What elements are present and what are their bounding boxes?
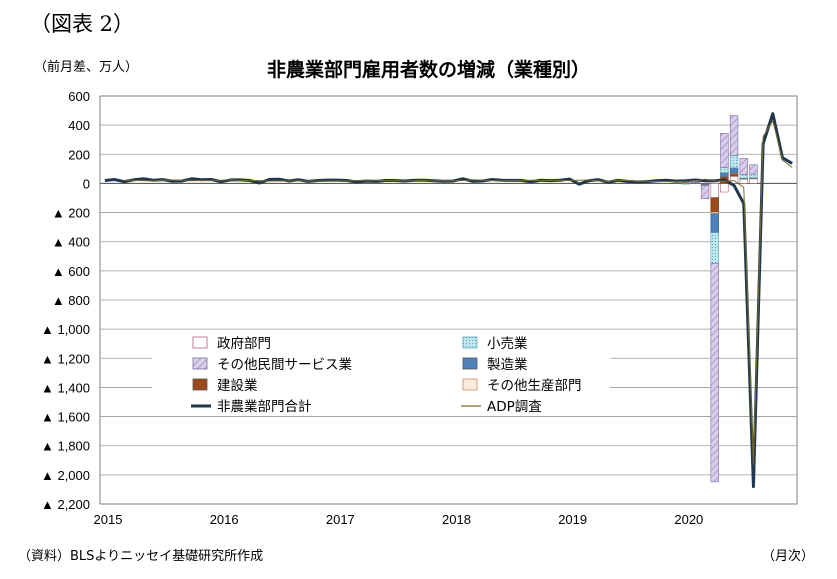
bar-manufacturing xyxy=(729,167,739,174)
y-tick-label: 0 xyxy=(83,176,90,191)
y-tick-label: 600 xyxy=(68,89,90,104)
y-tick-label: ▲ 1,200 xyxy=(41,351,90,366)
bar-other-services xyxy=(729,115,739,156)
legend-swatch-other-services xyxy=(192,357,208,370)
legend-swatch-retail xyxy=(462,336,478,349)
legend-swatch-other-production xyxy=(462,378,478,391)
y-tick-label: ▲ 2,200 xyxy=(41,497,90,512)
y-tick-label: 200 xyxy=(68,147,90,162)
legend-label: 非農業部門合計 xyxy=(217,399,312,415)
x-tick-label: 2016 xyxy=(210,512,239,527)
legend-swatch-manufacturing xyxy=(462,357,478,370)
legend-label: 製造業 xyxy=(487,357,528,373)
bar-government xyxy=(720,183,729,193)
legend-label: その他民間サービス業 xyxy=(217,357,352,373)
legend-label: その他生産部門 xyxy=(487,378,582,394)
x-tick-label: 2017 xyxy=(326,512,355,527)
x-tick-label: 2018 xyxy=(442,512,471,527)
x-unit-label: （月次） xyxy=(762,549,815,564)
y-tick-label: ▲ 2,000 xyxy=(41,468,90,483)
x-tick-label: 2015 xyxy=(94,512,123,527)
bar-retail xyxy=(720,167,729,173)
bar-retail xyxy=(739,174,748,179)
bar-government xyxy=(749,178,758,184)
legend-box xyxy=(152,330,610,416)
bar-government xyxy=(739,178,748,184)
bar-manufacturing xyxy=(710,213,719,233)
bar-retail xyxy=(681,183,690,185)
bar-other-services xyxy=(700,185,710,200)
legend-label: 建設業 xyxy=(217,378,258,394)
y-tick-label: ▲ 1,600 xyxy=(41,410,90,425)
series-line-adp xyxy=(124,120,793,466)
bar-other-services xyxy=(739,158,748,175)
legend-label: ADP調査 xyxy=(487,399,542,415)
source-note: （資料）BLSよりニッセイ基礎研究所作成 xyxy=(18,549,264,564)
bar-other-services xyxy=(710,262,719,483)
bar-other-services xyxy=(749,164,758,175)
bar-retail xyxy=(710,232,719,264)
y-tick-label: ▲ 600 xyxy=(52,264,90,279)
chart-title: 非農業部門雇用者数の増減（業種別） xyxy=(266,59,590,81)
y-tick-label: 400 xyxy=(68,118,90,133)
bar-other-services xyxy=(720,133,729,168)
y-tick-label: ▲ 200 xyxy=(52,206,90,221)
x-tick-label: 2019 xyxy=(558,512,587,527)
bar-retail xyxy=(749,173,758,179)
legend-swatch-government xyxy=(192,336,208,349)
y-tick-label: ▲ 400 xyxy=(52,235,90,250)
y-unit-label: （前月差、万人） xyxy=(34,60,139,75)
y-tick-label: ▲ 1,000 xyxy=(41,322,90,337)
legend-label: 政府部門 xyxy=(217,336,271,352)
x-tick-label: 2020 xyxy=(674,512,703,527)
bar-construction xyxy=(710,197,719,213)
figure-label: （図表 2） xyxy=(30,12,135,36)
bar-construction xyxy=(729,173,739,177)
legend-label: 小売業 xyxy=(487,336,528,352)
bar-retail xyxy=(729,155,739,169)
legend-swatch-construction xyxy=(192,378,208,391)
bar-government xyxy=(710,183,719,199)
y-tick-label: ▲ 800 xyxy=(52,293,90,308)
y-tick-label: ▲ 1,400 xyxy=(41,380,90,395)
bar-manufacturing xyxy=(720,172,729,177)
y-tick-label: ▲ 1,800 xyxy=(41,439,90,454)
